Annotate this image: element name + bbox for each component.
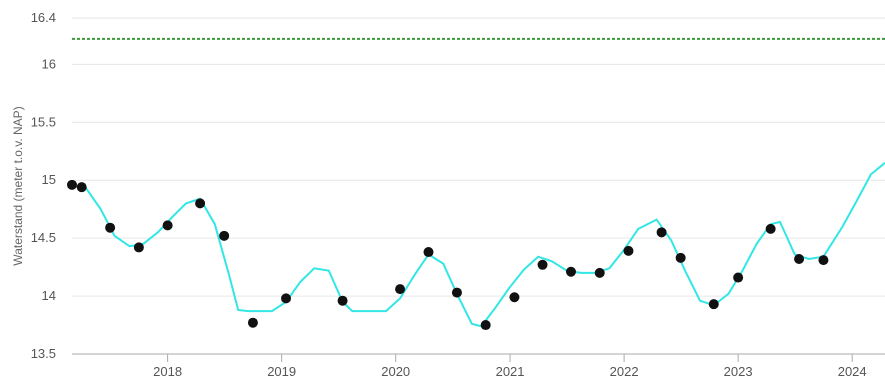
data-point — [195, 198, 206, 209]
y-tick-label: 14 — [42, 288, 56, 303]
x-axis: 2018 2019 2020 2021 2022 2023 2024 — [72, 353, 885, 379]
data-point — [675, 252, 686, 263]
series-line — [71, 162, 885, 328]
data-point — [733, 272, 744, 283]
data-point — [219, 230, 230, 241]
data-point — [451, 287, 462, 298]
data-point — [67, 179, 77, 190]
data-point — [656, 227, 667, 238]
data-point — [708, 299, 719, 310]
data-point — [105, 222, 116, 233]
data-point — [247, 317, 258, 328]
y-tick-label: 13.5 — [31, 346, 56, 361]
data-point — [337, 295, 348, 306]
y-axis: 13.5 14 14.5 15 15.5 16 16.4 — [31, 10, 56, 361]
data-point — [480, 320, 491, 331]
y-tick-label: 16 — [42, 56, 56, 71]
data-point — [765, 223, 776, 234]
data-point — [818, 255, 829, 266]
data-point — [423, 247, 434, 258]
measurement-points — [67, 179, 829, 331]
x-tick-label: 2024 — [838, 364, 867, 379]
data-point — [509, 292, 520, 303]
data-point — [565, 266, 576, 277]
y-tick-label: 15.5 — [31, 114, 56, 129]
y-tick-label: 14.5 — [31, 230, 56, 245]
x-tick-label: 2022 — [610, 364, 639, 379]
data-point — [162, 220, 173, 231]
data-point — [594, 267, 605, 278]
data-point — [794, 253, 805, 264]
data-point — [133, 242, 144, 253]
data-point — [623, 245, 634, 256]
data-point — [281, 293, 292, 304]
x-tick-label: 2020 — [381, 364, 410, 379]
y-tick-label: 15 — [42, 172, 56, 187]
x-tick-label: 2019 — [267, 364, 296, 379]
y-tick-label: 16.4 — [31, 10, 56, 25]
x-tick-label: 2021 — [496, 364, 525, 379]
data-point — [395, 284, 406, 295]
y-axis-label: Waterstand (meter t.o.v. NAP) — [11, 106, 25, 265]
x-tick-label: 2018 — [153, 364, 182, 379]
grid-lines — [72, 17, 885, 355]
x-tick-label: 2023 — [724, 364, 753, 379]
data-point — [76, 182, 87, 193]
data-point — [537, 259, 548, 270]
